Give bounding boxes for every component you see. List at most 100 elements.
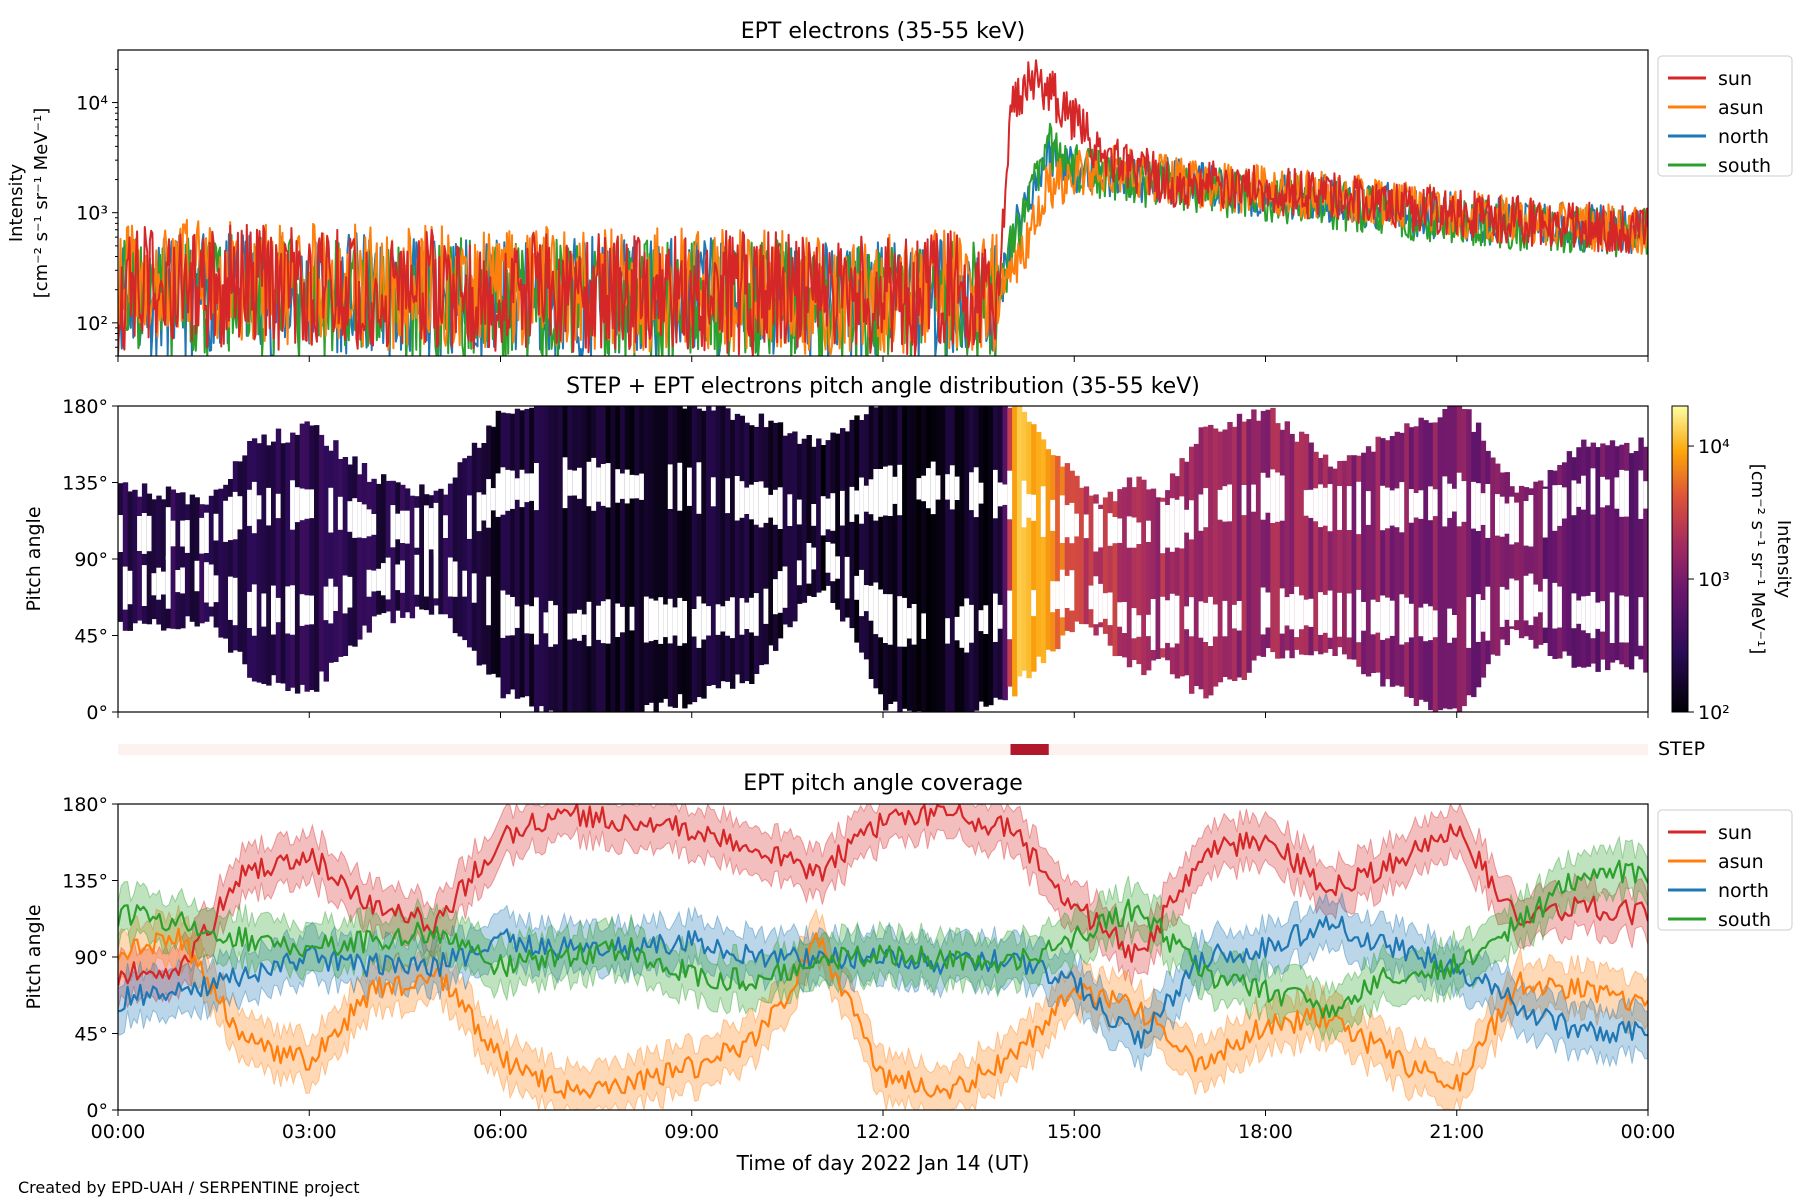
pad-gap xyxy=(577,609,583,641)
pad-gap xyxy=(1189,597,1195,637)
pad-column xyxy=(926,406,932,712)
pad-gap xyxy=(1533,584,1539,617)
pad-column xyxy=(118,483,124,622)
pad-gap xyxy=(294,487,301,523)
pad-gap xyxy=(1279,588,1286,634)
pad-column xyxy=(1342,460,1348,655)
pad-column xyxy=(753,426,760,674)
pad-column xyxy=(577,406,583,712)
legend-label-north: north xyxy=(1718,126,1769,148)
pad-column xyxy=(1155,497,1161,659)
pad-gap xyxy=(1050,581,1056,613)
pad-gap xyxy=(1595,602,1601,629)
pad-column xyxy=(1633,451,1640,657)
ytick-label: 180° xyxy=(62,396,108,418)
pad-column xyxy=(696,408,702,698)
pad-gap xyxy=(973,467,980,518)
pad-gap xyxy=(1638,597,1644,646)
pad-column xyxy=(863,414,870,660)
pad-column xyxy=(404,488,411,613)
pad-gap xyxy=(1624,470,1630,517)
pad-gap xyxy=(1576,600,1582,624)
pad-column xyxy=(505,413,511,695)
pad-column xyxy=(548,406,554,711)
pad-gap xyxy=(428,508,435,550)
pad-column xyxy=(1590,442,1596,664)
step-coverage-bars xyxy=(118,744,1648,755)
legend-label-asun: asun xyxy=(1718,851,1764,873)
pad-column xyxy=(906,406,913,711)
pad-gap xyxy=(715,604,722,635)
pad-column xyxy=(663,406,669,699)
pad-column xyxy=(1456,406,1463,712)
pad-column xyxy=(438,488,444,615)
pad-gap xyxy=(796,560,803,586)
pad-gap xyxy=(199,517,205,554)
pad-gap xyxy=(151,573,157,596)
pad-gap xyxy=(213,575,219,603)
pad-gap xyxy=(677,597,683,646)
pad-column xyxy=(1332,468,1338,656)
pad-column xyxy=(672,406,678,708)
pad-column xyxy=(462,458,468,641)
pad-column xyxy=(1346,455,1353,660)
pad-gap xyxy=(118,515,124,552)
pad-gap xyxy=(945,618,951,644)
pad-column xyxy=(873,407,879,689)
pad-gap xyxy=(1160,596,1166,649)
pad-gap xyxy=(347,576,353,608)
x-axis-label: Time of day 2022 Jan 14 (UT) xyxy=(736,1151,1030,1175)
pad-column xyxy=(1012,406,1018,697)
pad-gap xyxy=(505,594,511,636)
pad-column xyxy=(1571,457,1577,668)
pad-gap xyxy=(1260,587,1267,635)
panel4-xticks: 00:00 03:00 06:00 09:00 12:00 15:00 18:00 21:00… xyxy=(91,1110,1676,1143)
pad-column xyxy=(1036,432,1042,657)
pad-gap xyxy=(290,585,296,635)
xtick-label: 03:00 xyxy=(282,1121,337,1143)
pad-heatmap xyxy=(118,406,1648,712)
pad-column xyxy=(1399,432,1405,687)
pad-gap xyxy=(983,605,989,634)
pad-gap xyxy=(495,473,502,517)
pad-gap xyxy=(1189,500,1195,540)
xtick-label: 21:00 xyxy=(1429,1121,1484,1143)
pad-gap xyxy=(548,600,554,647)
pad-gap xyxy=(739,481,745,518)
pad-gap xyxy=(1222,486,1228,522)
pad-column xyxy=(1169,473,1176,675)
pad-column xyxy=(232,461,239,651)
pad-column xyxy=(715,406,722,689)
pad-gap xyxy=(643,596,650,643)
pad-column xyxy=(328,450,334,663)
pad-gap xyxy=(510,597,516,636)
pad-gap xyxy=(969,604,975,643)
pad-gap xyxy=(385,557,392,600)
pad-gap xyxy=(596,467,602,502)
pad-column xyxy=(333,440,339,662)
pad-column xyxy=(161,499,167,631)
panel4-ylabel: Pitch angle xyxy=(23,904,45,1009)
pad-gap xyxy=(1475,483,1482,531)
ytick-label: 0° xyxy=(86,702,108,724)
pad-column xyxy=(467,455,473,648)
pad-column xyxy=(1045,449,1051,650)
pad-column xyxy=(954,406,961,712)
pad-gap xyxy=(1251,484,1257,512)
pad-gap xyxy=(682,601,688,644)
pad-column xyxy=(553,406,559,712)
xtick-label: 00:00 xyxy=(1621,1121,1676,1143)
pad-column xyxy=(1404,423,1410,697)
pad-gap xyxy=(1432,610,1439,638)
pad-column xyxy=(1198,427,1204,690)
pad-column xyxy=(385,480,392,612)
pad-column xyxy=(878,406,884,695)
coverage-line-asun xyxy=(118,927,1648,1100)
pad-column xyxy=(892,406,898,702)
pad-gap xyxy=(1122,602,1128,633)
pad-gap xyxy=(691,609,698,637)
pad-gap xyxy=(1040,486,1047,537)
pad-gap xyxy=(1074,513,1080,537)
pad-gap xyxy=(840,490,846,526)
pad-gap xyxy=(1098,509,1104,548)
